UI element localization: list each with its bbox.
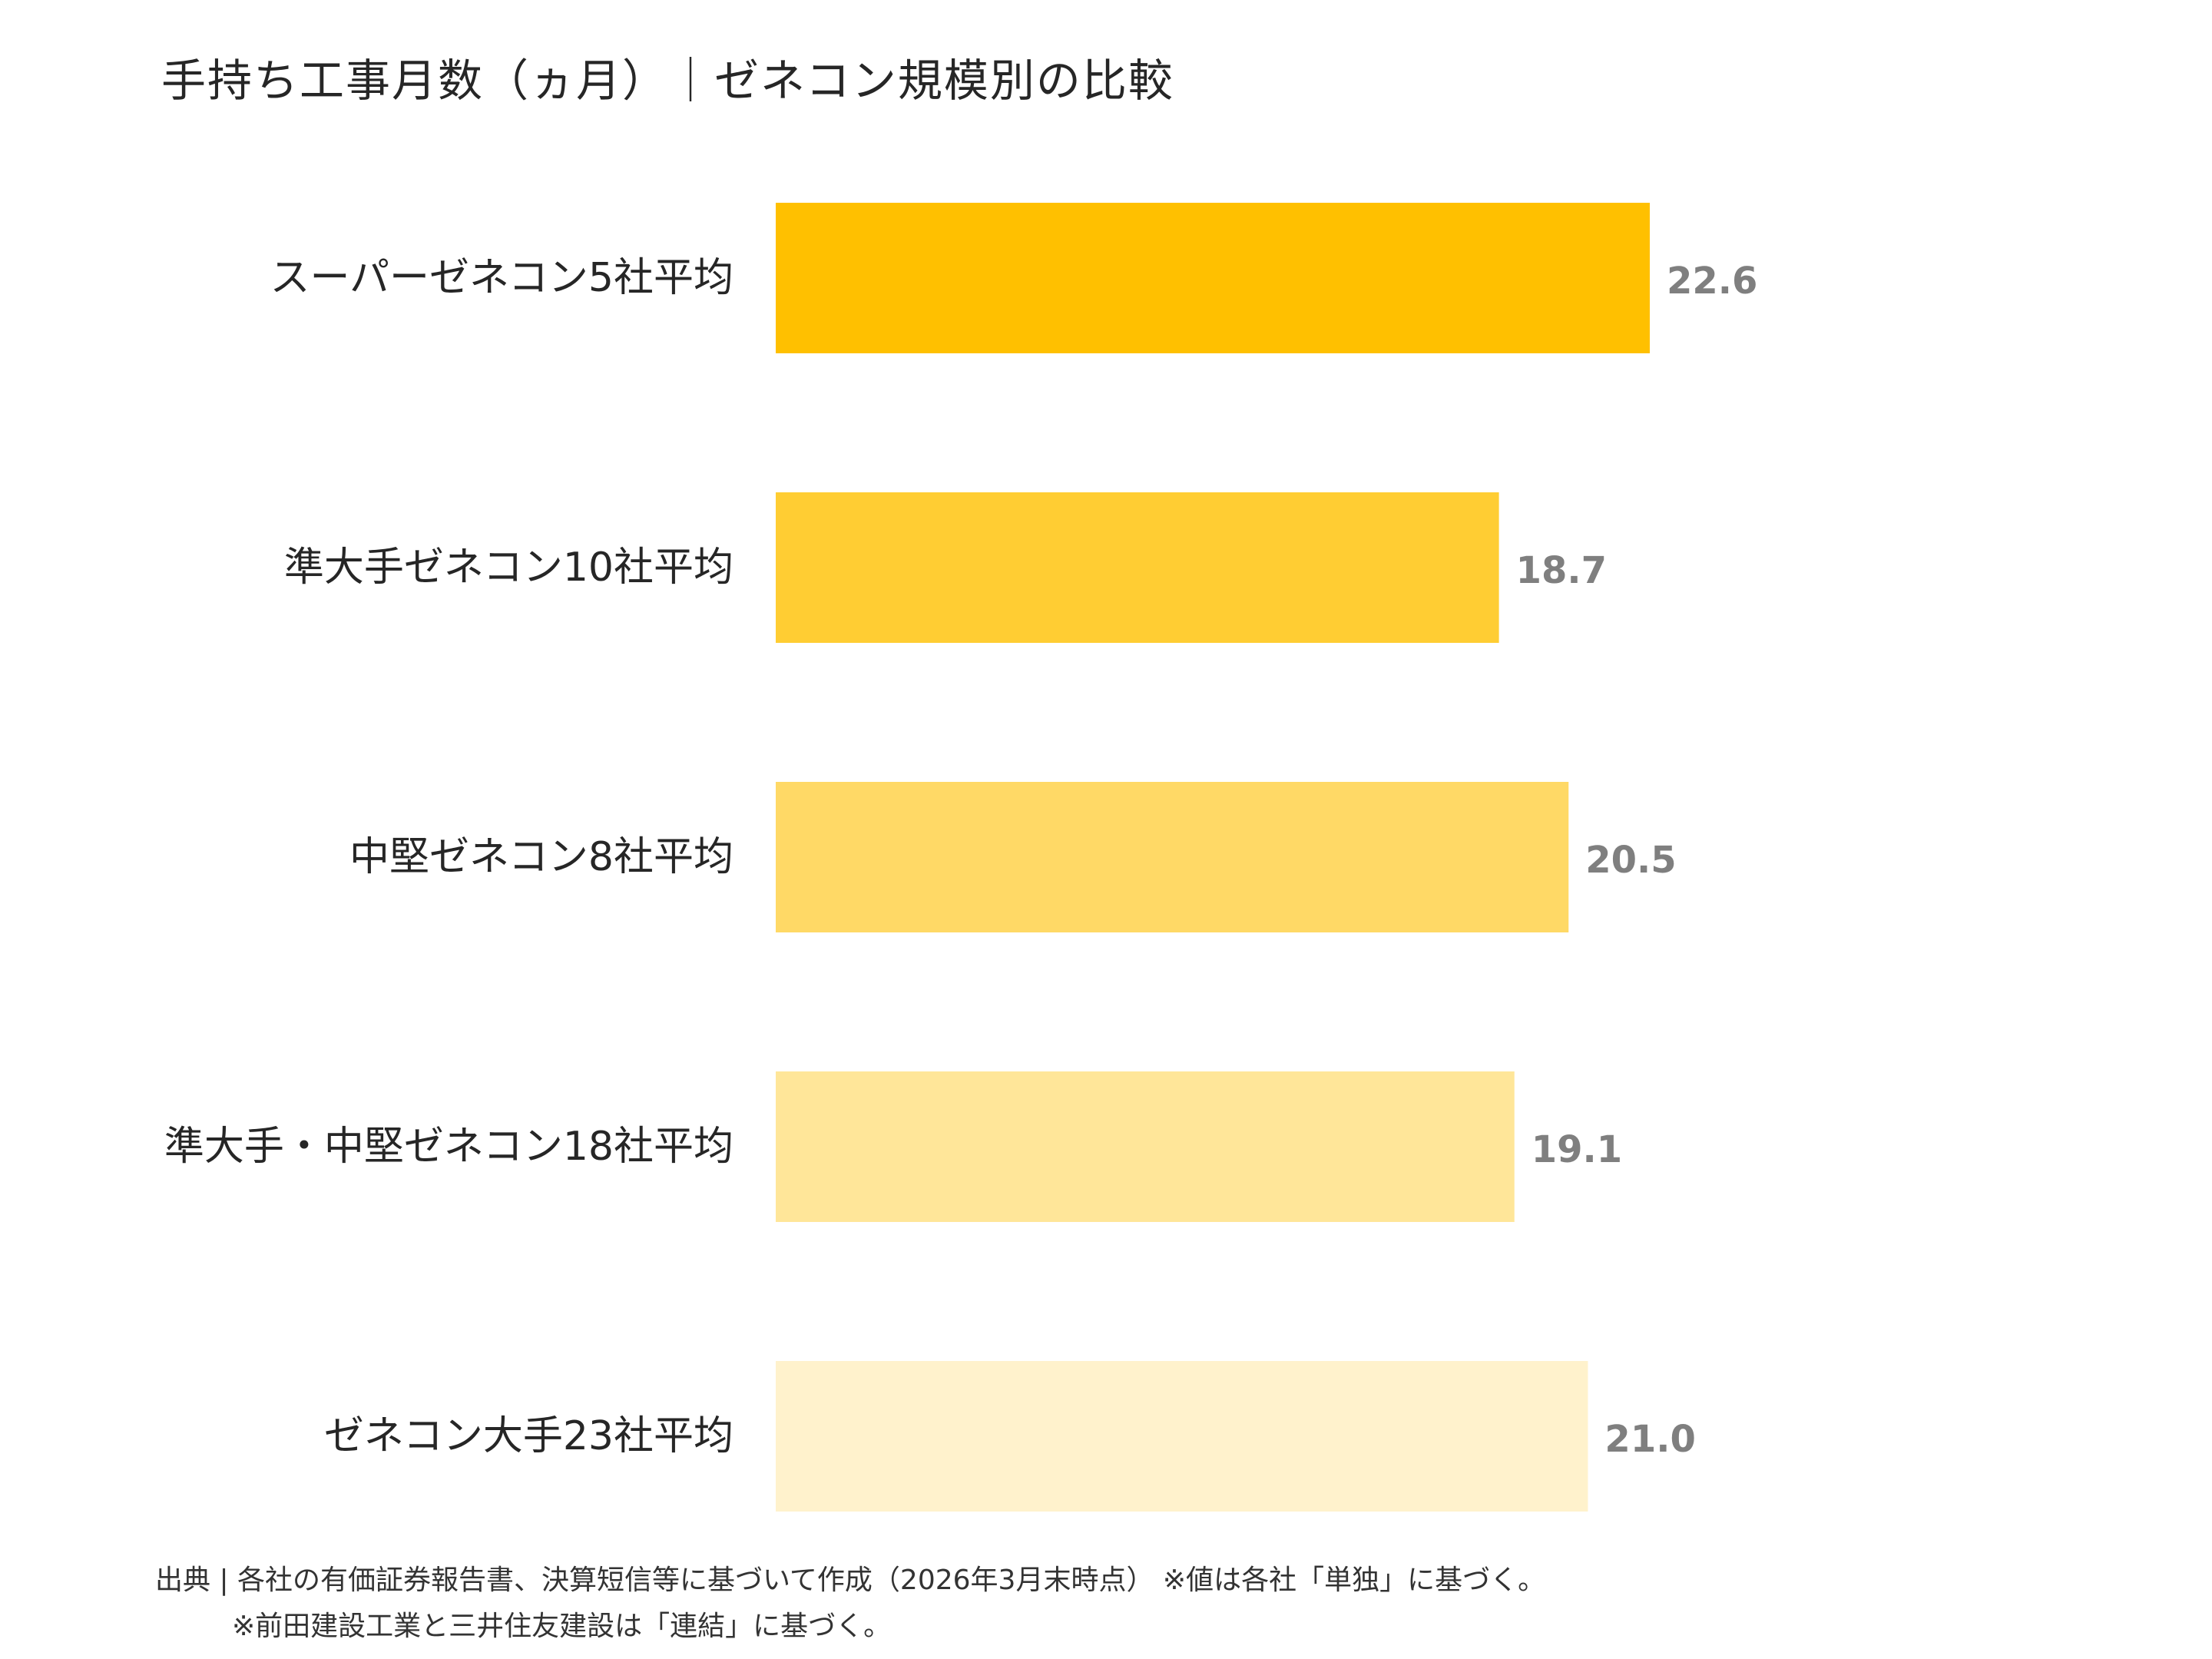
category-label-4: 準大手・中堅ゼネコン18社平均 xyxy=(164,1124,733,1170)
value-label-1: 22.6 xyxy=(1667,260,1757,303)
source-footnote: 出典 | 各社の有価証券報告書、決算短信等に基づいて作成（2026年3月末時点）… xyxy=(155,1565,1546,1596)
category-label-5: ゼネコン大手23社平均 xyxy=(324,1413,733,1459)
bar-1 xyxy=(776,203,1650,353)
consolidation-footnote: ※前田建設工業と三井住友建設は「連結」に基づく。 xyxy=(232,1611,892,1642)
value-label-4: 19.1 xyxy=(1532,1128,1622,1171)
category-label-2: 準大手ゼネコン10社平均 xyxy=(284,545,733,591)
value-label-2: 18.7 xyxy=(1516,549,1607,592)
value-label-5: 21.0 xyxy=(1604,1418,1695,1461)
bar-2 xyxy=(776,492,1499,643)
category-label-3: 中堅ゼネコン8社平均 xyxy=(349,834,733,880)
bar-5 xyxy=(776,1361,1588,1512)
bar-3 xyxy=(776,782,1569,932)
bar-4 xyxy=(776,1071,1515,1222)
chart-title: 手持ち工事月数（ヵ月）｜ゼネコン規模別の比較 xyxy=(161,55,1174,107)
value-label-3: 20.5 xyxy=(1585,839,1676,882)
category-label-1: スーパーゼネコン5社平均 xyxy=(270,255,733,301)
